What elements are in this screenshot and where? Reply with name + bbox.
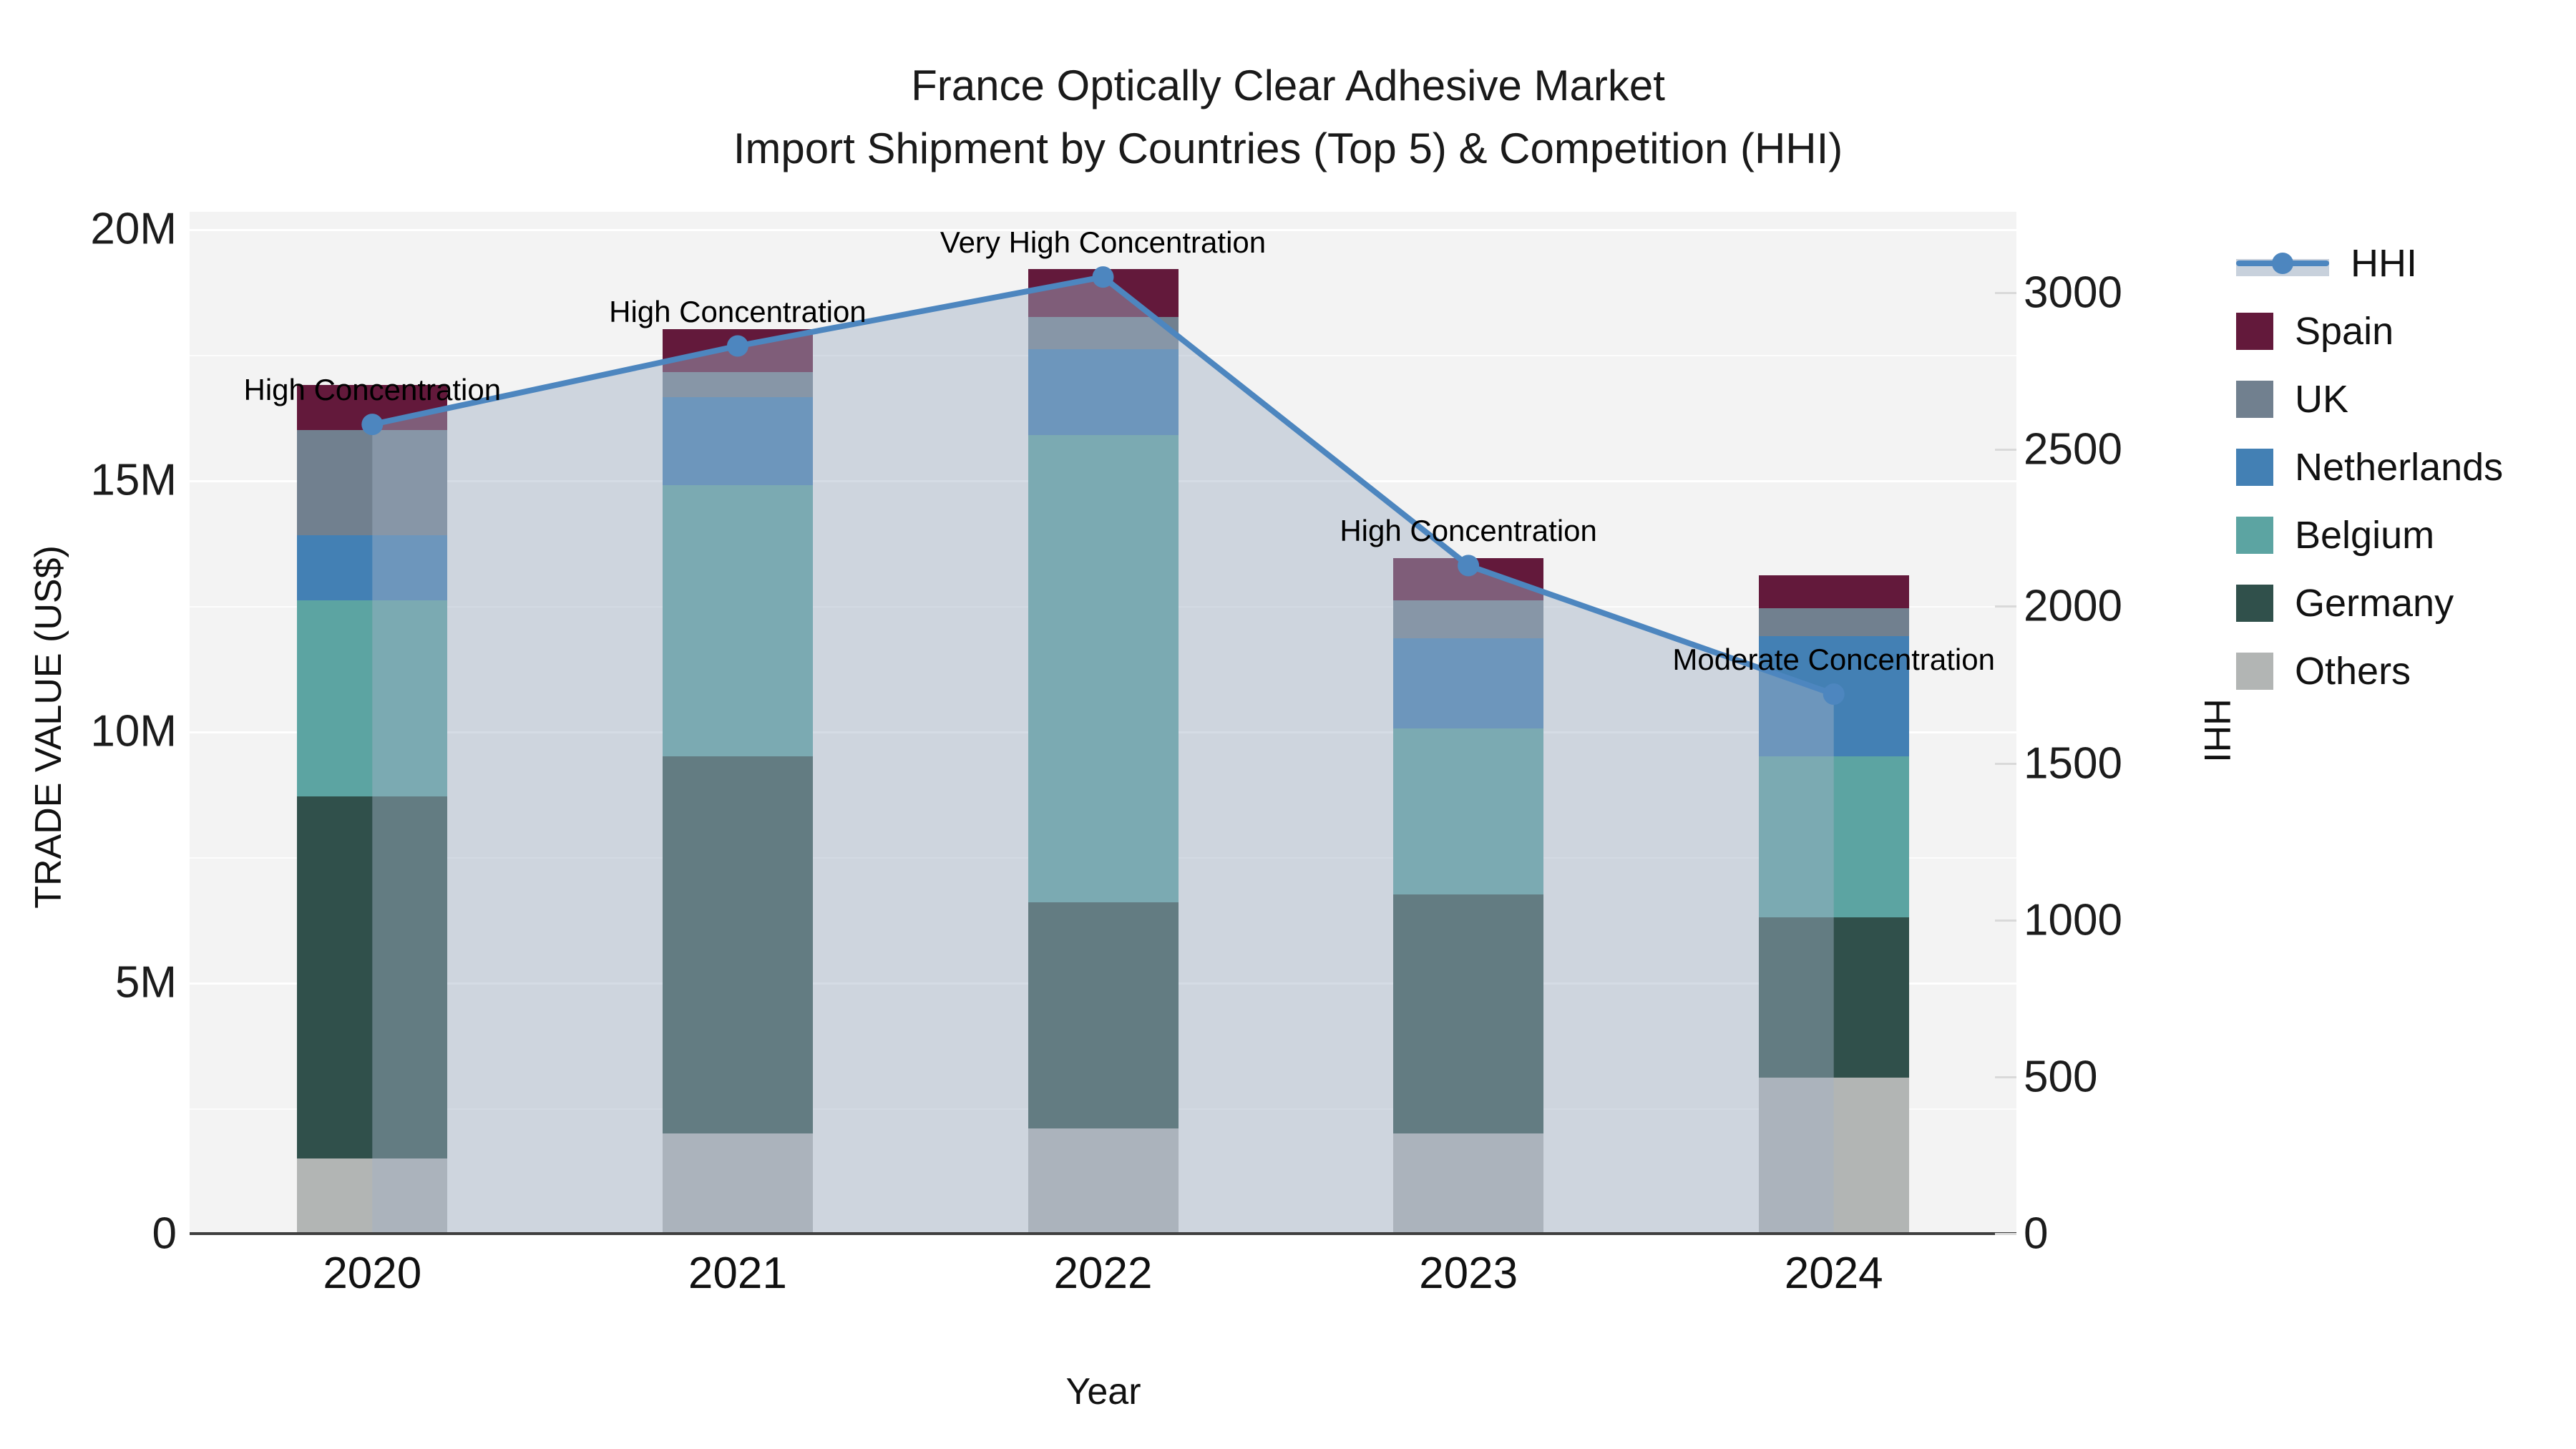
y-left-axis-title: TRADE VALUE (US$) [28, 545, 69, 909]
y-right-tick-2500: 2500 [2024, 424, 2122, 474]
legend-item-netherlands[interactable]: Netherlands [2236, 446, 2503, 489]
bar-segment-uk-2020[interactable] [297, 429, 448, 536]
annotation-2023: High Concentration [1340, 514, 1597, 548]
bar-segment-belgium-2024[interactable] [1758, 756, 1909, 917]
y-right-tickmark-1500 [1995, 762, 2016, 765]
annotation-2021: High Concentration [609, 294, 867, 328]
x-tick-2022: 2022 [1053, 1249, 1153, 1298]
bar-segment-netherlands-2022[interactable] [1028, 349, 1179, 435]
legend-label-spain: Spain [2295, 310, 2394, 353]
legend-item-germany[interactable]: Germany [2236, 582, 2503, 625]
legend-swatch-uk [2236, 381, 2273, 418]
bar-segment-spain-2024[interactable] [1758, 575, 1909, 608]
x-axis-line [190, 1232, 2016, 1235]
bar-segment-uk-2022[interactable] [1028, 316, 1179, 350]
legend-item-others[interactable]: Others [2236, 650, 2503, 693]
x-tick-2024: 2024 [1784, 1249, 1883, 1298]
bar-segment-others-2020[interactable] [297, 1158, 448, 1234]
y-right-tick-1500: 1500 [2024, 738, 2122, 788]
y-right-tickmark-2000 [1995, 605, 2016, 608]
legend-item-uk[interactable]: UK [2236, 378, 2503, 421]
annotation-2022: Very High Concentration [940, 225, 1267, 260]
chart-title: France Optically Clear Adhesive Market I… [0, 54, 2576, 180]
legend-swatch-spain [2236, 313, 2273, 350]
y-left-tick-20M: 20M [90, 204, 177, 254]
legend-hhi-line-icon [2236, 245, 2329, 282]
bar-segment-germany-2024[interactable] [1758, 917, 1909, 1078]
hhi-point-2023[interactable] [1458, 555, 1480, 577]
chart-title-line1: France Optically Clear Adhesive Market [911, 62, 1665, 109]
bar-segment-uk-2021[interactable] [662, 372, 813, 398]
bar-segment-others-2022[interactable] [1028, 1128, 1179, 1234]
hhi-point-2021[interactable] [726, 335, 748, 357]
bar-segment-belgium-2020[interactable] [297, 600, 448, 797]
bar-segment-germany-2023[interactable] [1393, 894, 1544, 1133]
bar-segment-belgium-2021[interactable] [662, 485, 813, 757]
y-right-tick-2000: 2000 [2024, 581, 2122, 631]
bar-segment-netherlands-2021[interactable] [662, 397, 813, 485]
hhi-point-2022[interactable] [1092, 266, 1114, 288]
y-right-tickmark-3000 [1995, 292, 2016, 294]
y-left-tick-15M: 15M [90, 455, 177, 505]
y-right-tick-0: 0 [2024, 1209, 2049, 1259]
legend-swatch-germany [2236, 585, 2273, 622]
annotation-2024: Moderate Concentration [1672, 643, 1995, 677]
legend-item-hhi[interactable]: HHI [2236, 242, 2503, 285]
legend-swatch-belgium [2236, 517, 2273, 554]
bar-segment-others-2023[interactable] [1393, 1133, 1544, 1234]
legend-swatch-others [2236, 653, 2273, 690]
x-tick-2020: 2020 [323, 1249, 422, 1298]
bar-segment-netherlands-2020[interactable] [297, 535, 448, 601]
legend-item-belgium[interactable]: Belgium [2236, 514, 2503, 557]
y-right-tickmark-1000 [1995, 919, 2016, 922]
gridline-20M [190, 229, 2016, 231]
bar-segment-germany-2020[interactable] [297, 796, 448, 1158]
hhi-area-fill [372, 277, 1834, 1234]
y-right-tickmark-0 [1995, 1233, 2016, 1235]
legend-item-spain[interactable]: Spain [2236, 310, 2503, 353]
bar-segment-others-2021[interactable] [662, 1133, 813, 1234]
bar-segment-netherlands-2023[interactable] [1393, 638, 1544, 729]
chart-title-line2: Import Shipment by Countries (Top 5) & C… [733, 125, 1843, 172]
y-left-tick-0: 0 [152, 1209, 177, 1259]
x-tick-2023: 2023 [1419, 1249, 1518, 1298]
hhi-point-2020[interactable] [361, 414, 384, 436]
legend-label-belgium: Belgium [2295, 514, 2435, 557]
legend-hhi-marker-icon [2272, 253, 2293, 274]
y-right-tickmark-500 [1995, 1075, 2016, 1078]
legend-label-hhi: HHI [2351, 242, 2417, 285]
bar-segment-uk-2024[interactable] [1758, 608, 1909, 636]
x-axis-title: Year [1065, 1371, 1141, 1413]
bar-segment-germany-2022[interactable] [1028, 902, 1179, 1128]
legend-label-netherlands: Netherlands [2295, 446, 2504, 489]
legend-label-uk: UK [2295, 378, 2349, 421]
y-left-tick-10M: 10M [90, 706, 177, 756]
y-right-tick-3000: 3000 [2024, 268, 2122, 318]
legend-label-others: Others [2295, 650, 2411, 693]
y-right-tick-500: 500 [2024, 1052, 2098, 1102]
bar-segment-others-2024[interactable] [1758, 1078, 1909, 1234]
bar-segment-belgium-2023[interactable] [1393, 728, 1544, 895]
bar-segment-uk-2023[interactable] [1393, 600, 1544, 639]
bar-segment-germany-2021[interactable] [662, 756, 813, 1133]
y-left-tick-5M: 5M [114, 957, 177, 1008]
y-right-tick-1000: 1000 [2024, 895, 2122, 945]
y-right-tickmark-2500 [1995, 449, 2016, 452]
bar-segment-belgium-2022[interactable] [1028, 434, 1179, 902]
legend-label-germany: Germany [2295, 582, 2454, 625]
legend-swatch-netherlands [2236, 449, 2273, 486]
y-right-axis-title: HHI [2196, 698, 2238, 763]
hhi-point-2024[interactable] [1823, 683, 1845, 706]
x-tick-2021: 2021 [688, 1249, 787, 1298]
legend: HHI Spain UK Netherlands Belgium Germany Other… [2236, 242, 2503, 693]
annotation-2020: High Concentration [243, 373, 502, 407]
